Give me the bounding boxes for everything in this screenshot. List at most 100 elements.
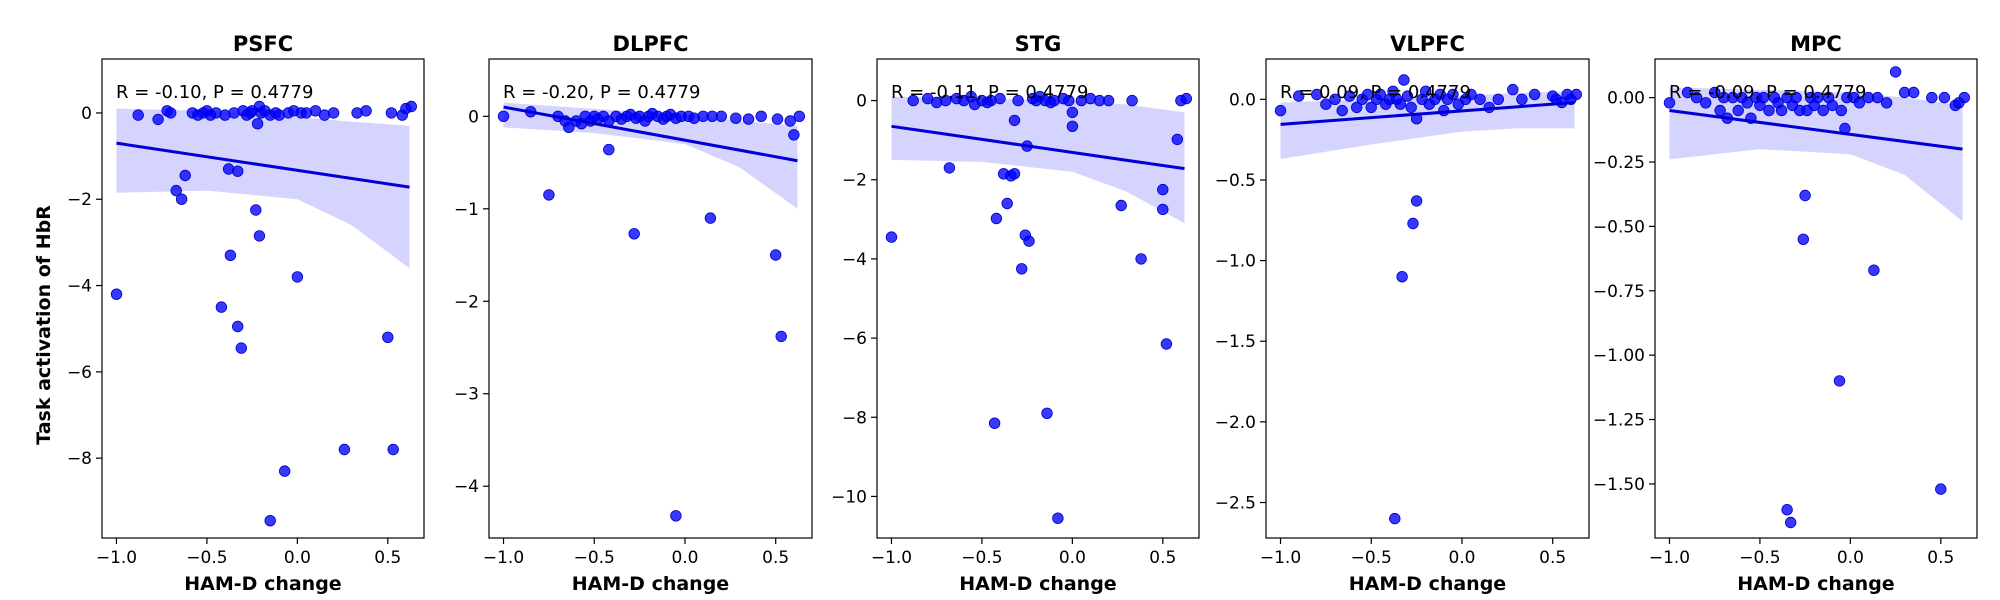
data-point <box>170 184 182 197</box>
subplot-title: PSFC <box>233 32 293 56</box>
data-point <box>264 515 276 527</box>
data-point <box>1008 168 1021 180</box>
data-point <box>770 249 782 261</box>
data-point <box>755 110 767 123</box>
data-point <box>387 443 399 456</box>
correlation-annotation: R = -0.20, P = 0.4779 <box>503 82 700 103</box>
data-point <box>1826 99 1839 112</box>
x-tick-label: 0.5 <box>762 548 789 568</box>
x-tick-label: 0.0 <box>1059 548 1086 568</box>
data-point <box>784 115 796 127</box>
x-axis-label: HAM-D change <box>184 573 341 595</box>
data-point <box>338 443 351 456</box>
data-point <box>1398 74 1410 86</box>
confidence-band <box>116 108 410 269</box>
axes-frame <box>876 58 1200 539</box>
y-tick-label: 0 <box>468 107 479 127</box>
regression-line <box>1280 101 1575 126</box>
data-point <box>1935 483 1947 495</box>
x-axis-label: HAM-D change <box>1349 573 1506 595</box>
x-tick-label: 0.5 <box>1539 548 1566 568</box>
x-axis-label: HAM-D change <box>572 573 729 595</box>
data-point <box>250 204 262 216</box>
data-point <box>291 271 304 283</box>
y-tick-label: −1.50 <box>1593 475 1645 495</box>
y-tick-label: −0.50 <box>1593 217 1645 237</box>
x-tick-label: 0.5 <box>1149 548 1176 568</box>
y-tick-label: −0.5 <box>1215 171 1256 191</box>
y-tick-label: 0 <box>856 92 867 112</box>
y-tick-label: −1.25 <box>1593 411 1645 431</box>
confidence-band <box>891 96 1185 224</box>
y-tick-label: −2 <box>842 171 867 191</box>
y-tick-label: −4 <box>842 250 867 270</box>
data-point <box>251 117 264 130</box>
data-point <box>1938 91 1951 104</box>
data-point <box>1066 120 1079 133</box>
data-point <box>1926 91 1938 104</box>
data-point <box>385 107 398 119</box>
data-point <box>1336 104 1348 117</box>
data-point <box>1396 271 1408 283</box>
y-tick-label: −2 <box>454 292 479 312</box>
y-tick-label: 0 <box>81 104 92 124</box>
data-point <box>1329 93 1341 106</box>
data-point <box>1419 85 1432 98</box>
y-tick-label: −2.5 <box>1215 494 1256 514</box>
data-point <box>405 100 418 113</box>
regression-line <box>116 141 410 189</box>
data-point <box>1180 92 1193 105</box>
data-point <box>1741 97 1754 109</box>
data-point <box>1008 114 1021 127</box>
data-point <box>1171 133 1184 146</box>
data-point <box>1775 104 1788 117</box>
data-point <box>1868 264 1880 276</box>
axes-frame <box>488 58 813 539</box>
y-tick-label: −10 <box>831 487 867 507</box>
data-point <box>1066 106 1079 119</box>
y-tick-label: −4 <box>454 477 479 497</box>
data-point <box>1871 91 1884 104</box>
y-tick-label: −3 <box>454 385 479 405</box>
data-point <box>179 169 191 182</box>
data-point <box>1907 86 1920 99</box>
data-point <box>1528 88 1541 101</box>
regression-line <box>891 124 1185 171</box>
y-tick-label: 0.0 <box>1229 90 1256 110</box>
data-point <box>1311 88 1323 101</box>
regression-line <box>1669 109 1963 151</box>
data-point <box>1797 233 1810 246</box>
y-tick-label: −1 <box>454 200 479 220</box>
data-point <box>1570 88 1583 101</box>
x-tick-label: −1.0 <box>96 548 137 568</box>
data-point <box>1763 104 1775 117</box>
y-tick-label: −1.00 <box>1593 346 1645 366</box>
data-point <box>1126 94 1138 107</box>
data-point <box>1958 91 1971 104</box>
data-point <box>1407 217 1419 230</box>
subplot-title: VLPFC <box>1390 32 1465 56</box>
data-point <box>788 129 800 141</box>
data-point <box>1365 101 1377 114</box>
data-point <box>1012 94 1024 107</box>
x-tick-label: −1.0 <box>1649 548 1690 568</box>
data-point <box>1784 516 1797 529</box>
x-tick-label: −1.0 <box>871 548 912 568</box>
data-point <box>543 189 555 201</box>
data-point <box>1516 93 1528 106</box>
data-point <box>1790 91 1802 104</box>
data-point <box>1889 66 1902 78</box>
x-tick-label: 0.0 <box>284 548 311 568</box>
data-point <box>775 330 787 343</box>
data-point <box>988 417 1001 429</box>
data-point <box>152 113 164 126</box>
data-point <box>231 320 244 333</box>
subplot-stg: −1.0 −0.5 0.0 0.5 0 −2 −4 −6 −8 −10 STG HAM-D chang… <box>831 32 1200 595</box>
data-point <box>670 510 682 522</box>
data-point <box>771 113 784 125</box>
subplot-vlpfc: −1.0 −0.5 0.0 0.5 0.0 −0.5 −1.0 −1.5 −2.0 −2.5 VLP… <box>1215 32 1590 595</box>
x-axis-label: HAM-D change <box>959 573 1116 595</box>
data-point <box>1835 104 1848 117</box>
data-point <box>1507 83 1519 96</box>
